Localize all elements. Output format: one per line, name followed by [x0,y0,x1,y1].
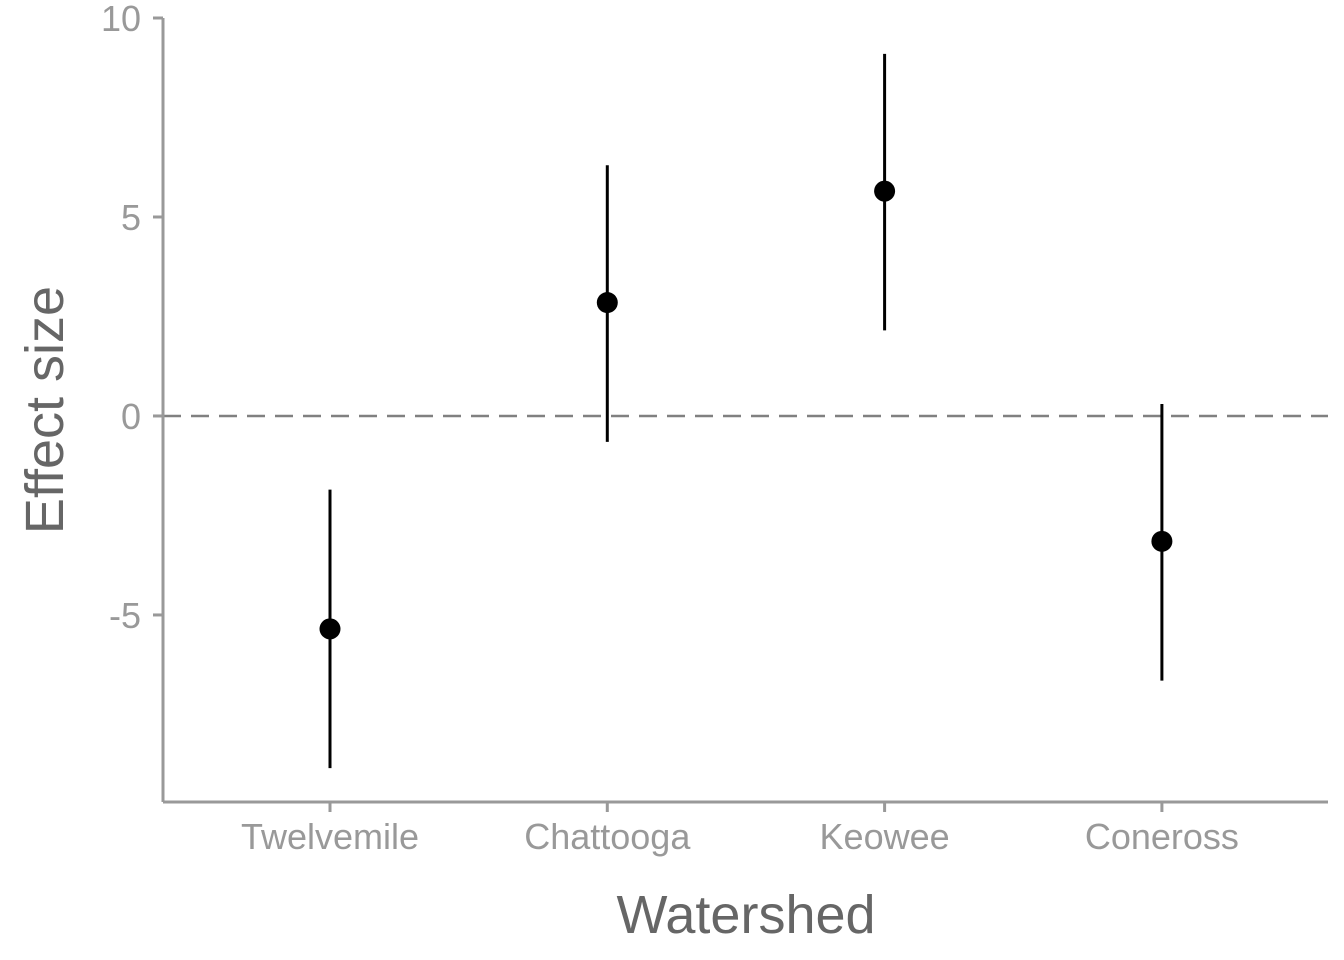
y-axis-title: Effect size [15,286,75,534]
y-ticks: 10 5 0 -5 [101,0,163,636]
y-tick-label: -5 [109,595,141,636]
data-marks [319,53,1173,769]
estimate-point [319,618,341,640]
y-tick-label: 10 [101,0,141,39]
y-tick-label: 5 [121,197,141,238]
y-tick-label: 0 [121,396,141,437]
x-tick-label: Twelvemile [241,816,419,857]
x-tick-label: Chattooga [524,816,691,857]
axes [161,18,1328,804]
estimate-point [1151,530,1173,552]
x-axis-title: Watershed [616,885,875,945]
x-ticks: Twelvemile Chattooga Keowee Coneross [241,802,1239,857]
x-tick-label: Keowee [820,816,950,857]
x-tick-label: Coneross [1085,816,1239,857]
estimate-point [596,292,618,314]
estimate-point [874,180,896,202]
